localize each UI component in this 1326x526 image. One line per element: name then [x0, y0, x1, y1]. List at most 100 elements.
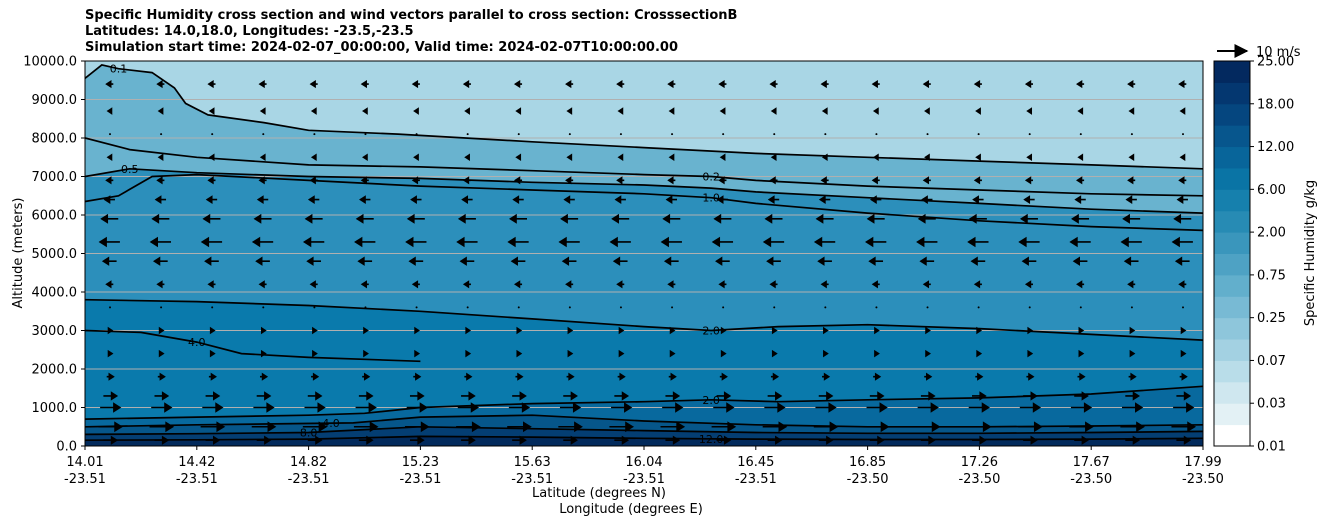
wind-vector	[722, 133, 725, 136]
wind-vector	[1179, 372, 1188, 381]
x-tick-label-lon: -23.51	[288, 472, 330, 487]
wind-vector	[566, 107, 573, 115]
wind-vector	[363, 326, 369, 335]
wind-vector	[976, 349, 983, 358]
wind-vector	[258, 176, 267, 185]
wind-vector	[205, 391, 221, 401]
wind-vector	[208, 153, 215, 162]
wind-vector	[408, 256, 424, 266]
wind-vector	[414, 326, 421, 335]
wind-vector	[612, 256, 628, 266]
wind-vector	[1171, 236, 1193, 248]
wind-vector	[157, 153, 164, 162]
wind-vector	[716, 435, 732, 445]
wind-vector	[719, 107, 726, 115]
wind-vector	[106, 107, 113, 115]
y-tick-label: 3000.0	[32, 324, 78, 339]
x-tick-label-lat: 16.04	[625, 455, 662, 470]
wind-vector	[660, 421, 686, 433]
x-tick-label-lat: 17.99	[1184, 455, 1221, 470]
wind-vector	[1079, 306, 1082, 309]
wind-vector	[310, 107, 317, 115]
contour-line-2.0	[85, 385, 1203, 420]
wind-vector	[513, 280, 523, 289]
wind-vector	[103, 435, 119, 445]
wind-vector	[665, 435, 681, 445]
contour-line-0.2	[85, 137, 1203, 197]
wind-vector	[968, 402, 991, 413]
wind-vector	[818, 391, 834, 401]
contour-label: 8.0	[300, 427, 318, 440]
wind-vector	[260, 326, 267, 335]
wind-vector	[762, 421, 788, 433]
wind-vector	[515, 153, 522, 162]
wind-vector	[866, 402, 888, 413]
wind-vector	[411, 176, 420, 185]
wind-vector	[260, 349, 267, 358]
contour-line-12.0	[85, 435, 1203, 442]
wind-vector	[718, 80, 727, 89]
wind-vector	[1019, 402, 1042, 413]
wind-vector	[977, 133, 980, 136]
wind-vector	[566, 153, 573, 162]
colorbar-tick-label: 12.00	[1257, 140, 1294, 155]
wind-vector	[360, 280, 369, 289]
wind-vector	[871, 80, 880, 89]
colorbar-segment	[1214, 317, 1250, 340]
y-tick-label: 9000.0	[32, 93, 78, 108]
wind-vector	[922, 280, 931, 289]
colorbar-tick-label: 0.01	[1257, 440, 1286, 455]
wind-vector	[667, 80, 676, 89]
wind-vector	[465, 349, 472, 358]
wind-vector	[457, 402, 480, 413]
wind-vector	[510, 256, 526, 266]
wind-vector	[660, 236, 682, 248]
wind-vector	[1074, 195, 1086, 204]
wind-vector	[720, 349, 727, 358]
wind-vector	[466, 306, 469, 309]
wind-vector	[973, 80, 982, 89]
wind-vector	[1176, 435, 1192, 445]
chart-title-line-2: Latitudes: 14.0,18.0, Longitudes: -23.5,…	[85, 24, 414, 39]
wind-vector	[364, 306, 367, 309]
colorbar-tick-label: 0.75	[1257, 268, 1286, 283]
wind-vector	[1023, 391, 1038, 401]
wind-vector	[354, 236, 376, 248]
wind-vector	[820, 280, 829, 289]
wind-vector	[156, 80, 165, 89]
wind-vector	[156, 280, 165, 289]
colorbar-segment	[1214, 82, 1250, 105]
wind-vector	[767, 391, 783, 401]
wind-vector	[154, 435, 170, 445]
wind-vector	[1128, 153, 1135, 162]
wind-vector	[512, 435, 527, 445]
wind-vector	[1077, 372, 1086, 381]
wind-vector	[975, 107, 981, 115]
colorbar-tick-label: 6.00	[1257, 183, 1286, 198]
wind-vector	[567, 349, 574, 358]
y-axis-label: Altitude (meters)	[11, 198, 26, 309]
wind-vector	[769, 80, 778, 89]
wind-vector	[1182, 133, 1184, 136]
wind-vector	[1069, 236, 1091, 248]
wind-vector	[616, 280, 625, 289]
wind-vector	[967, 421, 992, 433]
wind-vector	[359, 195, 371, 204]
wind-vector	[1076, 176, 1085, 185]
wind-vector	[313, 133, 316, 136]
wind-vector	[461, 435, 476, 445]
wind-vector	[869, 435, 885, 445]
wind-vector	[204, 256, 219, 266]
wind-vector	[864, 421, 890, 433]
wind-vector	[1072, 256, 1088, 266]
colorbar-segment	[1214, 125, 1250, 148]
wind-vector	[515, 107, 522, 115]
wind-vector	[1171, 421, 1197, 433]
wind-vector	[262, 133, 265, 136]
wind-vector	[1125, 195, 1137, 204]
wind-vector	[920, 435, 936, 445]
contour-label: 12.0	[699, 433, 724, 446]
colorbar-segment	[1214, 210, 1250, 233]
wind-vector	[875, 133, 878, 136]
wind-vectors	[98, 80, 1197, 445]
